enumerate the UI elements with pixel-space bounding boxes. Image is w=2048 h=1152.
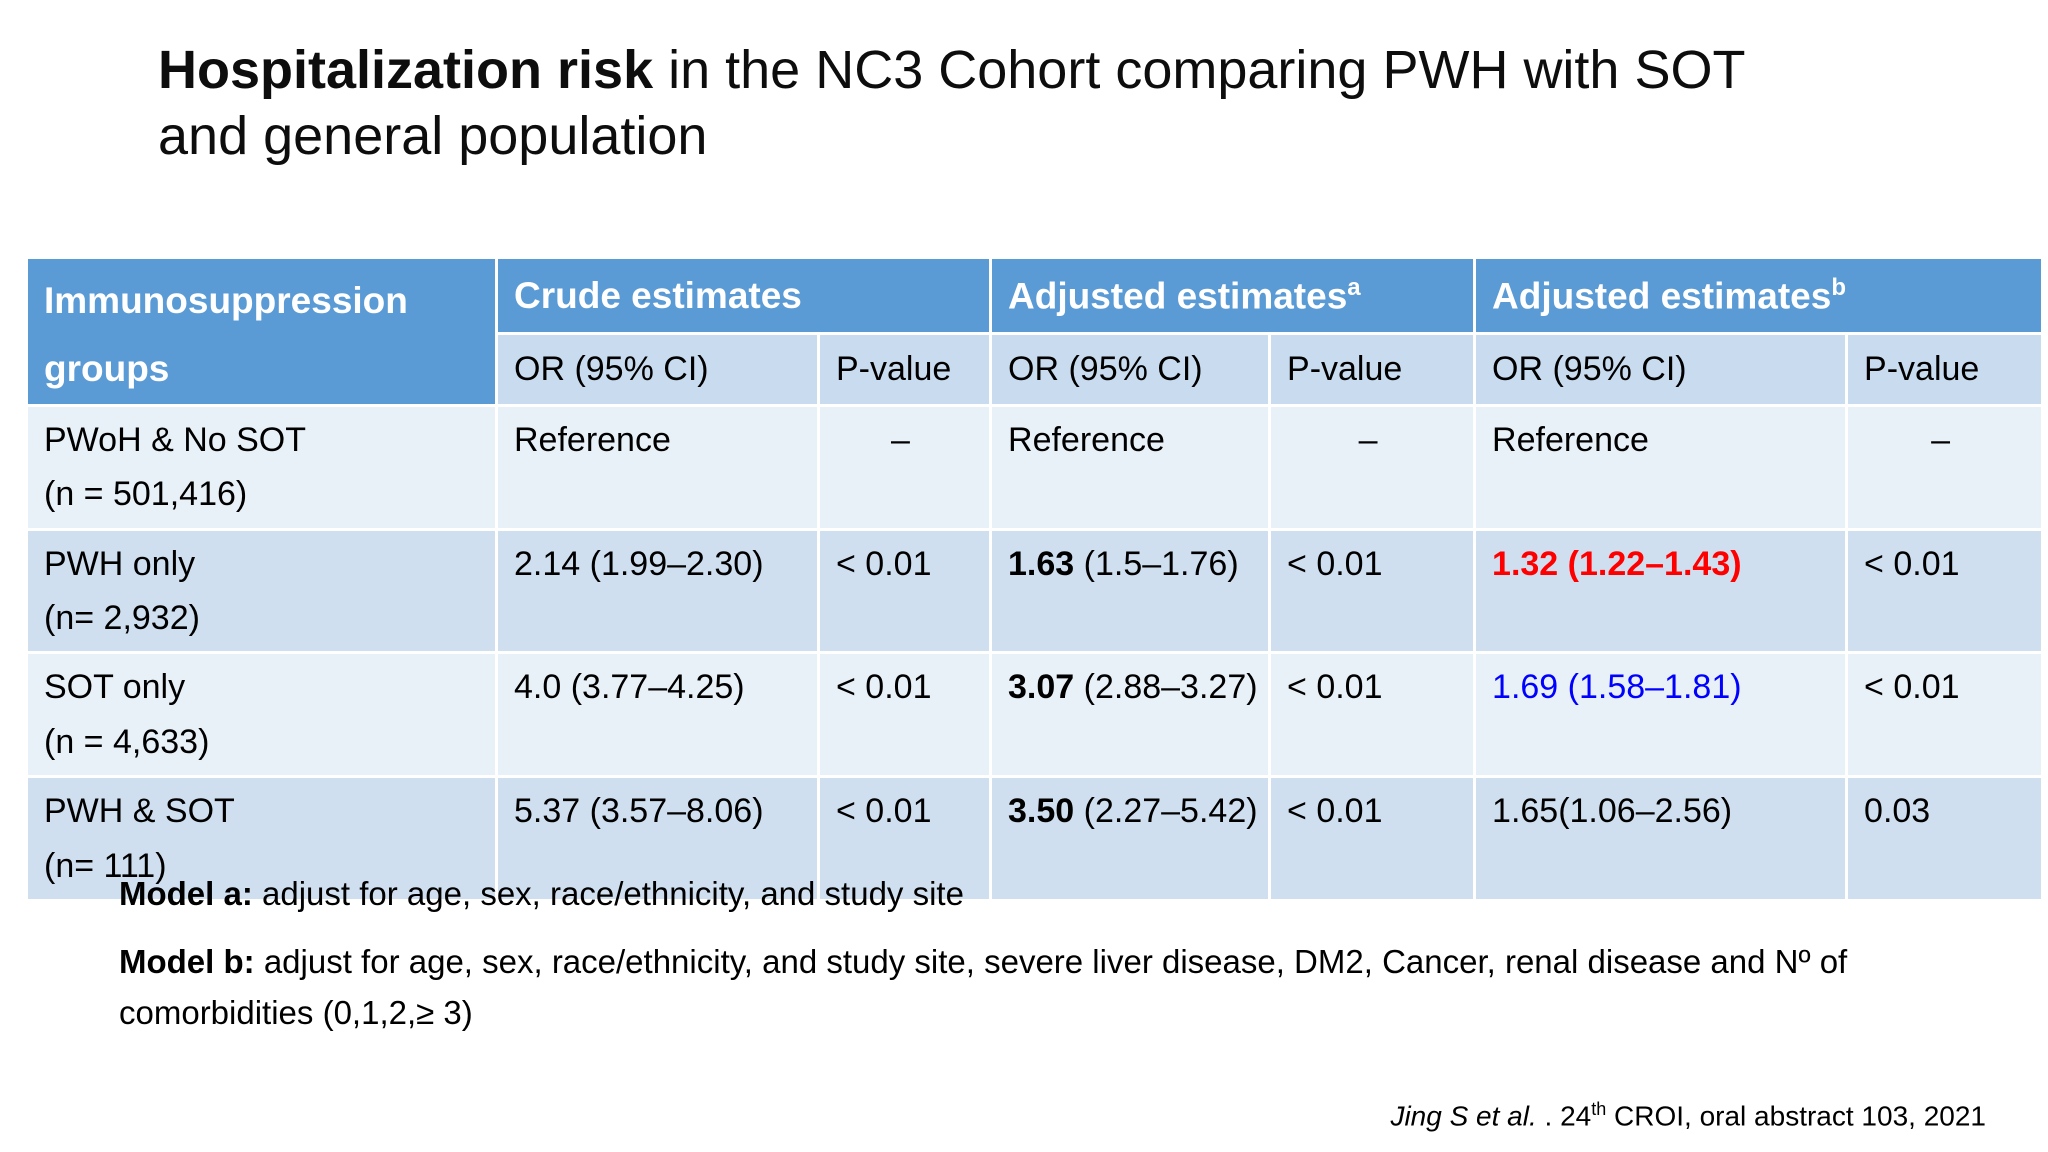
- subheader-or-adj-b: OR (95% CI): [1473, 332, 1849, 407]
- header-immunosuppression-groups: Immunosuppression groups: [25, 256, 498, 407]
- table-row-sot-only: SOT only (n = 4,633) 4.0 (3.77–4.25) < 0.…: [25, 651, 2045, 779]
- cell-adj-b-or-highlight-orange: 1.69 (1.58–1.81): [1473, 651, 1849, 779]
- cell-adj-b-p: < 0.01: [1845, 527, 2045, 655]
- header-crude-label: Crude estimates: [514, 274, 802, 316]
- or-bold: 3.07: [1008, 668, 1075, 707]
- or-rest: (2.27–5.42): [1074, 792, 1258, 831]
- subheader-p-adj-a: P-value: [1268, 332, 1477, 407]
- cell-crude-or: 4.0 (3.77–4.25): [495, 651, 820, 779]
- footnote-a-label: Model a:: [119, 875, 253, 912]
- results-table-container: Immunosuppression groups Crude estimates…: [25, 255, 2045, 902]
- footnote-model-a: Model a: adjust for age, sex, race/ethni…: [119, 868, 1919, 919]
- or-red-value: 1.32 (1.22–1.43): [1492, 544, 1742, 583]
- page-title: Hospitalization risk in the NC3 Cohort c…: [158, 38, 1745, 170]
- table-row-pwh-and-sot: PWH & SOT (n= 111) 5.37 (3.57–8.06) < 0.0…: [25, 775, 2045, 902]
- group-n: (n = 501,416): [44, 475, 248, 514]
- footnote-model-b: Model b: adjust for age, sex, race/ethni…: [119, 936, 1919, 1038]
- subheader-p-adj-b: P-value: [1845, 332, 2045, 407]
- subheader-or-crude: OR (95% CI): [495, 332, 820, 407]
- header-crude-estimates: Crude estimates: [494, 255, 993, 336]
- cell-group: PWoH & No SOT (n = 501,416): [25, 403, 498, 531]
- footnote-b-label: Model b:: [119, 943, 255, 981]
- footnote-a-text: adjust for age, sex, race/ethnicity, and…: [252, 875, 964, 912]
- cell-adj-a-p: –: [1268, 403, 1477, 531]
- results-table: Immunosuppression groups Crude estimates…: [25, 255, 2045, 902]
- cell-adj-a-p: < 0.01: [1268, 527, 1477, 655]
- superscript-a: a: [1347, 273, 1361, 301]
- cell-adj-a-p: < 0.01: [1268, 651, 1477, 779]
- cell-adj-b-p: –: [1845, 403, 2045, 531]
- citation: Jing S et al. . 24th CROI, oral abstract…: [1390, 1099, 1986, 1132]
- cell-crude-or: 2.14 (1.99–2.30): [495, 527, 820, 655]
- citation-ordinal-superscript: th: [1591, 1098, 1607, 1119]
- group-n: (n = 4,633): [44, 722, 210, 761]
- cell-crude-p: –: [816, 403, 993, 531]
- or-bold: 1.63: [1008, 544, 1075, 583]
- table-row-pwoh-no-sot: PWoH & No SOT (n = 501,416) Reference – R…: [25, 403, 2045, 531]
- cell-adj-b-p: 0.03: [1845, 775, 2045, 902]
- citation-pre: . 24: [1544, 1100, 1592, 1131]
- footnotes: Model a: adjust for age, sex, race/ethni…: [119, 868, 1919, 1055]
- cell-adj-a-or: 1.63 (1.5–1.76): [989, 527, 1272, 655]
- table-row-pwh-only: PWH only (n= 2,932) 2.14 (1.99–2.30) < 0.…: [25, 527, 2045, 655]
- cell-adj-b-p: < 0.01: [1845, 651, 2045, 779]
- group-label: PWH & SOT: [44, 792, 235, 831]
- or-bold: 3.50: [1008, 792, 1075, 831]
- cell-group: PWH & SOT (n= 111): [25, 775, 498, 902]
- cell-adj-b-or: Reference: [1473, 403, 1849, 531]
- superscript-b: b: [1831, 273, 1846, 301]
- title-emphasis: Hospitalization risk: [158, 40, 654, 100]
- cell-crude-p: < 0.01: [816, 651, 993, 779]
- header-sub-row: OR (95% CI) P-value OR (95% CI) P-value …: [27, 332, 2045, 407]
- group-n: (n= 111): [44, 846, 167, 885]
- subheader-p-crude: P-value: [816, 332, 993, 407]
- cell-adj-a-or: 3.50 (2.27–5.42): [989, 775, 1272, 902]
- group-label: SOT only: [44, 668, 186, 707]
- cell-crude-or: 5.37 (3.57–8.06): [495, 775, 820, 902]
- cell-adj-b-or-highlight-green: 1.65(1.06–2.56): [1473, 775, 1849, 902]
- header-adjusted-estimates-b: Adjusted estimatesb: [1473, 255, 2045, 336]
- citation-authors: Jing S et al.: [1390, 1100, 1545, 1131]
- cell-group: SOT only (n = 4,633): [25, 651, 498, 779]
- cell-adj-a-or: 3.07 (2.88–3.27): [989, 651, 1272, 779]
- subheader-or-adj-a: OR (95% CI): [989, 332, 1272, 407]
- header-group-row: Immunosuppression groups Crude estimates…: [25, 255, 2045, 407]
- header-adjusted-a-label: Adjusted estimates: [1008, 275, 1348, 317]
- cell-adj-a-or: Reference: [989, 403, 1272, 531]
- cell-group: PWH only (n= 2,932): [25, 527, 498, 655]
- cell-crude-p: < 0.01: [816, 527, 993, 655]
- cell-adj-b-or-highlight-yellow: 1.32 (1.22–1.43): [1473, 527, 1849, 655]
- or-rest: (1.5–1.76): [1074, 544, 1239, 583]
- or-blue-value: 1.69 (1.58–1.81): [1492, 668, 1742, 707]
- header-adjusted-estimates-a: Adjusted estimatesa: [989, 255, 1477, 336]
- or-rest: (2.88–3.27): [1074, 668, 1258, 707]
- citation-source: CROI, oral abstract 103, 2021: [1606, 1100, 1986, 1131]
- header-adjusted-b-label: Adjusted estimates: [1492, 275, 1832, 317]
- cell-adj-a-p: < 0.01: [1268, 775, 1477, 902]
- cell-crude-or: Reference: [495, 403, 820, 531]
- group-label: PWoH & No SOT: [44, 420, 306, 459]
- footnote-b-text: adjust for age, sex, race/ethnicity, and…: [119, 943, 1848, 1032]
- group-n: (n= 2,932): [44, 599, 200, 638]
- title-text: in the NC3 Cohort comparing PWH with SOT…: [158, 40, 1746, 166]
- cell-crude-p: < 0.01: [816, 775, 993, 902]
- group-label: PWH only: [44, 544, 196, 583]
